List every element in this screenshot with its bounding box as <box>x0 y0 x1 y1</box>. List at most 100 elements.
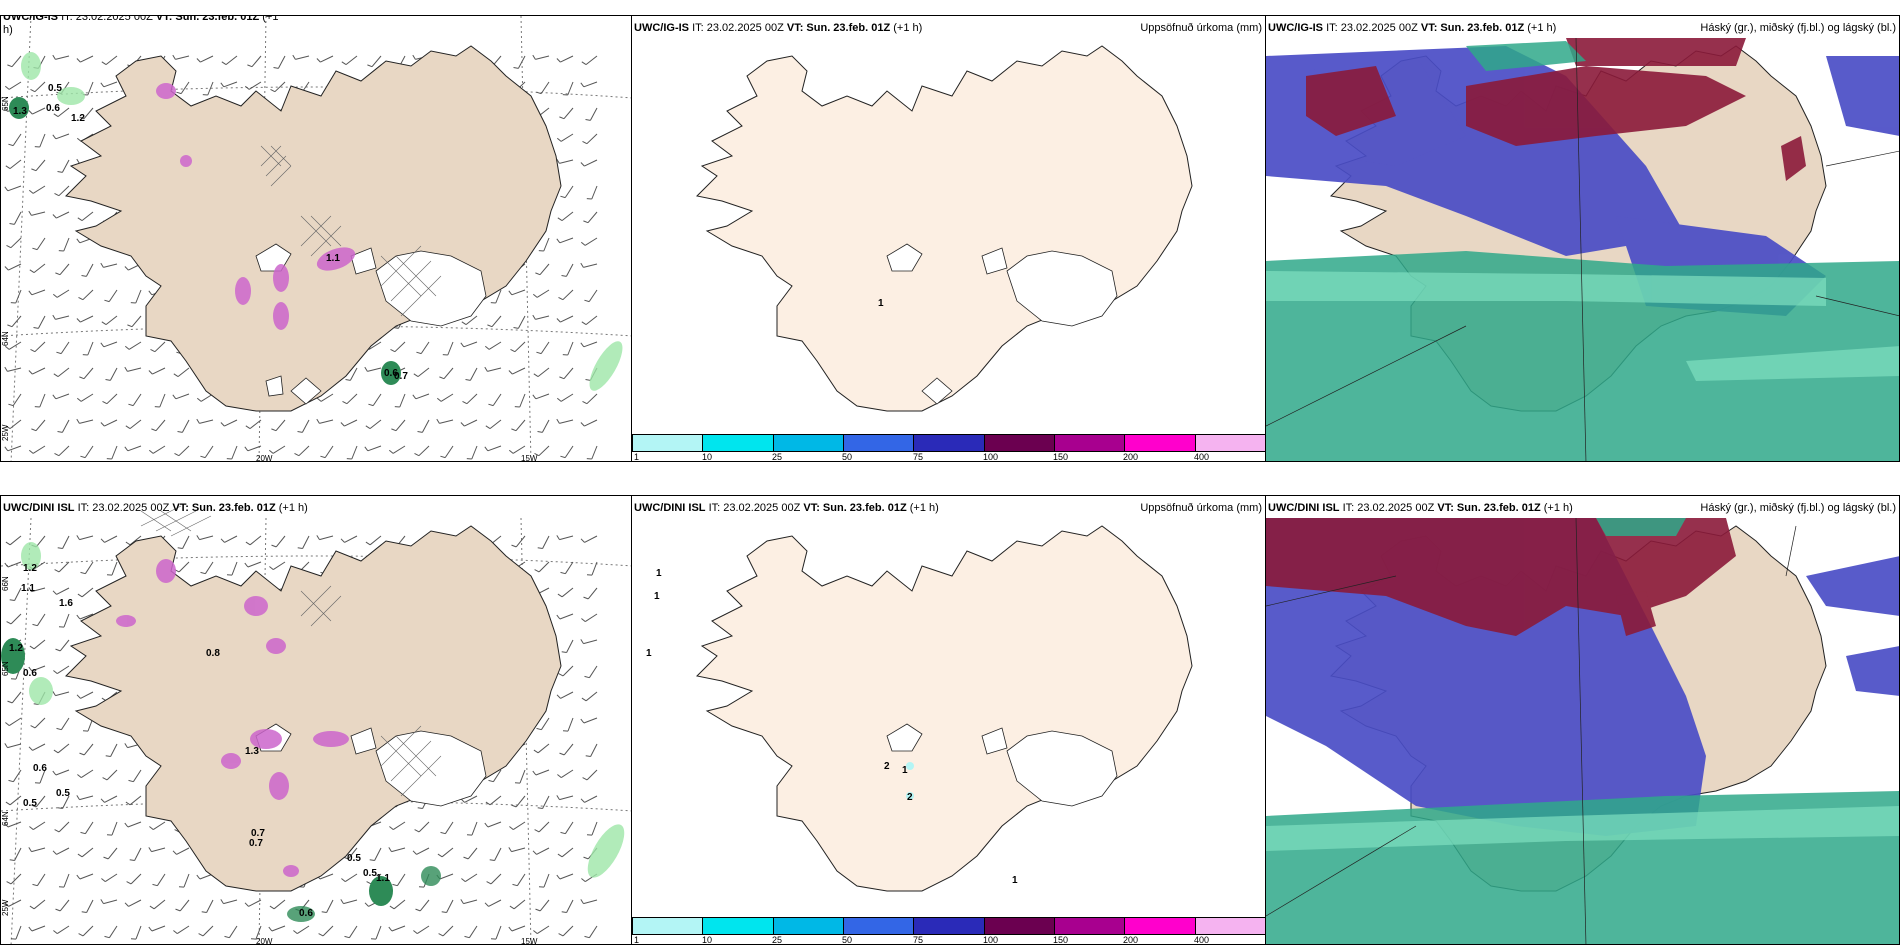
svg-text:20W: 20W <box>256 937 273 945</box>
wind-barb <box>12 769 22 782</box>
wind-barb <box>110 743 118 757</box>
wind-barb-feather <box>297 431 303 433</box>
wind-barb <box>129 535 142 546</box>
wind-barb-feather <box>484 902 489 907</box>
wind-barb <box>491 315 502 328</box>
wind-barb-feather <box>320 455 326 459</box>
wind-barb-feather <box>510 348 516 353</box>
panel-title: Háský (gr.), miðský (fj.bl.) og lágský (… <box>1700 502 1896 514</box>
colorbar-tick: 1 <box>634 935 640 945</box>
wind-barb <box>319 873 334 880</box>
wind-barb <box>517 315 526 329</box>
wind-barb-feather <box>101 61 107 66</box>
wind-barb <box>275 419 286 432</box>
wind-barb <box>55 691 70 697</box>
colorbar-segment <box>1054 918 1126 934</box>
precip-value-label: 1 <box>878 298 884 309</box>
wind-barb <box>58 821 70 833</box>
wind-barb <box>351 445 358 460</box>
wind-barb-feather <box>364 902 369 907</box>
wind-barb <box>175 55 190 60</box>
wind-barb <box>127 367 142 372</box>
wind-barb <box>465 873 478 883</box>
wind-barb-feather <box>124 902 129 907</box>
wind-barb <box>249 419 262 429</box>
wind-barb-feather <box>294 452 300 457</box>
wind-barb <box>63 237 70 252</box>
wind-barb <box>153 899 166 910</box>
wind-barb <box>393 899 406 910</box>
wind-barb-feather <box>513 67 519 69</box>
wind-barb <box>536 847 550 855</box>
precip-value-labels: 1.2 1.1 1.6 1.2 0.6 0.6 0.5 0.5 0.7 0.7 … <box>9 563 390 919</box>
wind-barb-feather <box>104 935 110 939</box>
panel-bottom-left-wind-precip: UWC/DINI ISL IT: 23.02.2025 00Z VT: Sun.… <box>0 495 632 945</box>
wind-barb <box>297 925 310 935</box>
colorbar-segment <box>703 918 774 934</box>
wind-barb-feather <box>149 826 154 830</box>
wind-barb <box>535 769 550 776</box>
panel-title: Háský (gr.), miðský (fj.bl.) og lágský (… <box>1700 22 1896 34</box>
panel-title: Uppsöfnuð úrkoma (mm) <box>1140 22 1262 34</box>
wind-barb <box>585 55 598 65</box>
wind-barb <box>82 925 94 937</box>
wind-barb-feather <box>417 807 423 809</box>
wind-barb <box>32 367 46 375</box>
wind-barb <box>585 691 598 702</box>
wind-barb <box>564 185 574 198</box>
map-top-right <box>1266 37 1899 461</box>
wind-barb <box>55 393 70 400</box>
panel-header: UWC/IG-IS IT: 23.02.2025 00Z VT: Sun. 23… <box>3 16 278 23</box>
wind-barb <box>9 717 22 727</box>
colorbar-tick: 400 <box>1194 452 1210 462</box>
svg-text:1.2: 1.2 <box>23 563 37 574</box>
wind-barb-feather <box>198 933 204 937</box>
wind-barb <box>488 899 502 907</box>
wind-barb <box>367 445 382 452</box>
wind-barb <box>84 445 94 458</box>
svg-text:0.7: 0.7 <box>394 371 408 382</box>
wind-barb-feather <box>173 373 179 378</box>
svg-text:64N: 64N <box>1 331 10 346</box>
colorbar-segment <box>1054 435 1126 451</box>
wind-barb <box>396 873 406 886</box>
wind-barb <box>271 925 286 932</box>
wind-barb-feather <box>57 171 63 173</box>
wind-barb-feather <box>29 645 35 650</box>
wind-barb <box>7 821 22 828</box>
wind-barb-feather <box>28 370 33 375</box>
wind-barb <box>324 445 334 458</box>
wind-barb-feather <box>556 795 560 800</box>
wind-barb-feather <box>364 446 369 452</box>
wind-barb <box>440 393 454 402</box>
wind-barb <box>15 289 22 304</box>
wind-barb <box>588 289 598 302</box>
wind-barb <box>538 445 550 457</box>
wind-barb <box>109 367 118 381</box>
panel-bottom-middle-accumulated-precip: UWC/DINI ISL IT: 23.02.2025 00Z VT: Sun.… <box>632 495 1266 945</box>
wind-barb <box>586 393 598 405</box>
wind-barb <box>35 535 46 548</box>
glaciers <box>886 243 1118 405</box>
wind-barb-feather <box>580 538 585 543</box>
wind-barb-feather <box>484 345 490 350</box>
wind-barb <box>225 55 238 65</box>
wind-barb-feather <box>556 238 561 244</box>
wind-barb-feather <box>102 777 108 781</box>
wind-barb-feather <box>488 403 494 407</box>
wind-barb <box>36 873 46 886</box>
wind-barb <box>10 873 22 885</box>
svg-text:1.3: 1.3 <box>245 746 259 757</box>
wind-barb-feather <box>583 596 589 600</box>
wind-barb <box>132 393 142 406</box>
wind-barb-feather <box>341 878 346 882</box>
wind-barb <box>39 393 46 408</box>
wind-barb <box>104 419 118 427</box>
wind-barb-feather <box>53 749 59 754</box>
wind-barb-feather <box>7 700 13 704</box>
wind-barb <box>35 795 46 808</box>
colorbar-tick: 10 <box>702 452 713 462</box>
svg-text:0.6: 0.6 <box>23 668 37 679</box>
wind-barb <box>560 691 574 699</box>
wind-barb <box>103 81 118 88</box>
